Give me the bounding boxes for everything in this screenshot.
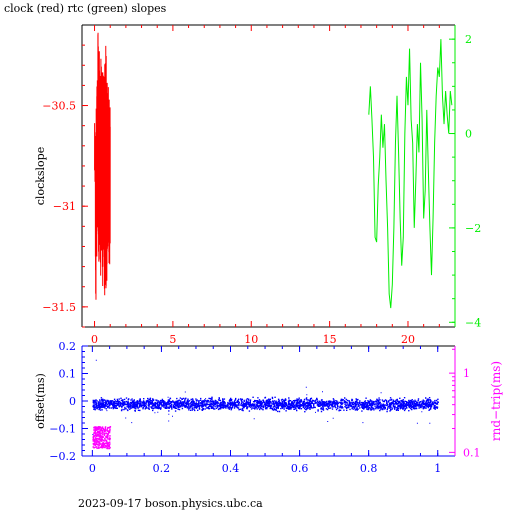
red-series-line (94, 32, 111, 300)
footer-host: 2023-09-17 boson.physics.ubc.ca (78, 497, 263, 510)
bottom-x-tick-label: 0.8 (360, 462, 378, 475)
bottom-x-tick-label: 0.4 (222, 462, 240, 475)
top-y-tick-label: −31 (53, 200, 76, 213)
chart-title: clock (red) rtc (green) slopes (4, 2, 167, 15)
bottom-x-tick-label: 0 (89, 462, 96, 475)
top-x-tick-label: 10 (244, 333, 258, 346)
top-x-tick-label: 5 (169, 333, 176, 346)
top-y2-tick-label: −2 (465, 222, 481, 235)
bottom-y-tick-label: −0.2 (49, 450, 76, 463)
bottom-y-tick-label: 0.1 (59, 368, 77, 381)
bottom-y-tick-label: 0.2 (59, 340, 77, 353)
top-x-tick-label: 0 (91, 333, 98, 346)
top-y-tick-label: −30.5 (42, 100, 76, 113)
top-y-tick-label: −31.5 (42, 301, 76, 314)
bottom-y-tick-label: −0.1 (49, 423, 76, 436)
bottom-chart: 0 0.2 0.4 0.6 0.8 1 −0.2 −0.1 0 0.1 0.2 0.1 1 offset(… (34, 340, 503, 475)
bottom-y-axis-label: offset(ms) (34, 373, 47, 429)
bottom-x-tick-label: 1 (434, 462, 441, 475)
magenta-roundtrip-points (92, 426, 112, 450)
top-y2-tick-label: −4 (465, 316, 481, 329)
top-x-tick-label: 15 (323, 333, 337, 346)
bottom-y2-tick-label: 0.1 (463, 446, 481, 459)
bottom-x-tick-label: 0.2 (153, 462, 171, 475)
top-y-axis-label: clockslope (34, 147, 47, 205)
top-y2-tick-label: 2 (465, 33, 472, 46)
bottom-y2-tick-label: 1 (463, 367, 470, 380)
bottom-y2-axis-label: rnd−trip(ms) (489, 361, 503, 441)
bottom-y-tick-label: 0 (69, 395, 76, 408)
top-y2-tick-label: 0 (465, 128, 472, 141)
bottom-x-tick-label: 0.6 (291, 462, 309, 475)
blue-offset-points (92, 359, 439, 435)
top-chart: 0 5 10 15 20 −31.5 −31 −30.5 −4 −2 0 2 clockslope (34, 24, 481, 346)
green-series-line (368, 39, 453, 309)
top-x-tick-label: 20 (401, 333, 415, 346)
